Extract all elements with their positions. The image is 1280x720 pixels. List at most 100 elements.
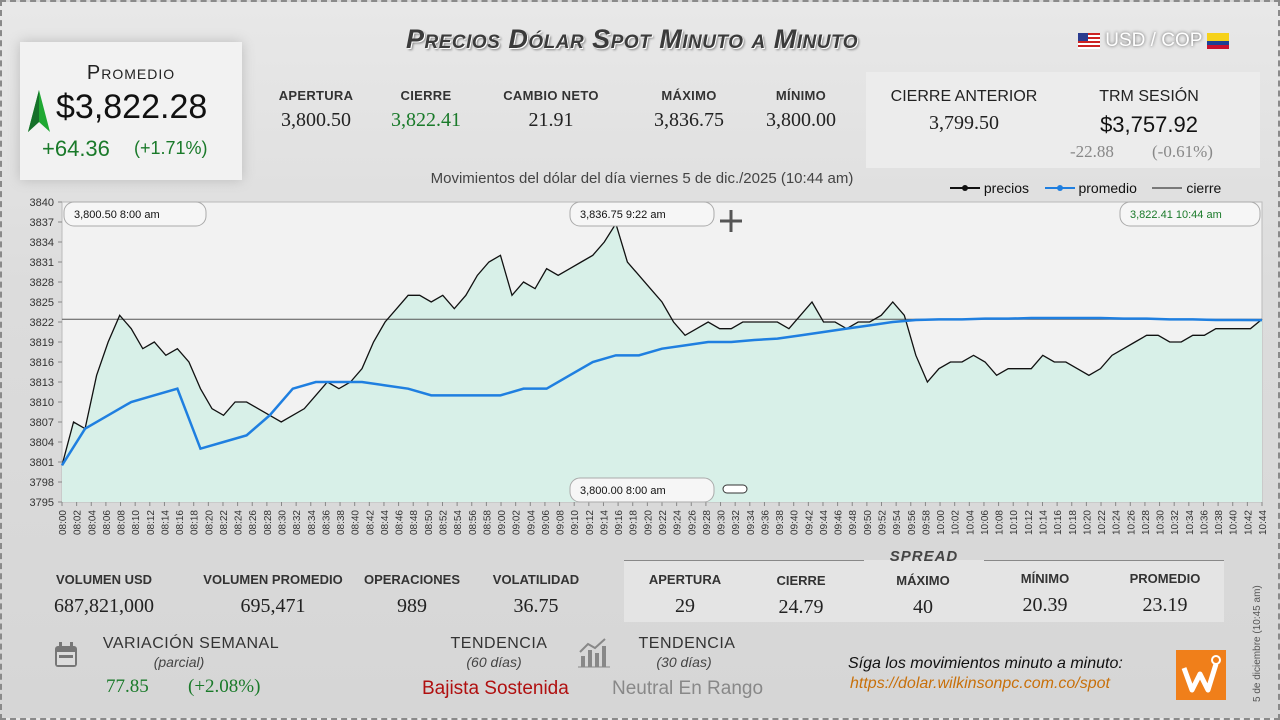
x-tick-label: 09:04 bbox=[526, 510, 537, 535]
x-tick-label: 10:30 bbox=[1156, 510, 1167, 535]
min-annotation-box bbox=[569, 477, 715, 503]
x-tick-label: 08:28 bbox=[263, 510, 274, 535]
x-tick-label: 09:42 bbox=[804, 510, 815, 535]
x-tick-label: 08:44 bbox=[380, 510, 391, 535]
tendencia60-value: Bajista Sostenida bbox=[422, 678, 569, 699]
x-tick-label: 08:18 bbox=[190, 510, 201, 535]
y-tick-label: 3828 bbox=[30, 277, 54, 289]
x-tick-label: 09:34 bbox=[746, 510, 757, 535]
spread-divider-right bbox=[984, 560, 1224, 561]
volumen-promedio: VOLUMEN PROMEDIO 695,471 bbox=[203, 572, 343, 617]
colombia-flag-icon bbox=[1207, 32, 1230, 49]
us-flag-icon bbox=[1078, 32, 1100, 49]
side-note: 5 de diciembre (10:45 am) bbox=[1252, 585, 1263, 702]
x-tick-label: 10:00 bbox=[936, 510, 947, 535]
x-tick-label: 10:14 bbox=[1038, 510, 1049, 535]
legend-precios-swatch bbox=[950, 185, 980, 191]
x-tick-label: 09:56 bbox=[907, 510, 918, 535]
x-tick-label: 09:06 bbox=[541, 510, 552, 535]
trm-change: -22.88 bbox=[1070, 142, 1114, 161]
x-tick-label: 09:40 bbox=[790, 510, 801, 535]
x-tick-label: 09:58 bbox=[921, 510, 932, 535]
x-tick-label: 10:04 bbox=[965, 510, 976, 535]
variacion-label: VARIACIÓN SEMANAL bbox=[102, 635, 280, 652]
tendencia30-label: TENDENCIA bbox=[638, 635, 736, 652]
trm-change-pct: (-0.61%) bbox=[1152, 142, 1213, 161]
calendar-icon bbox=[55, 642, 77, 667]
y-tick-label: 3816 bbox=[30, 357, 54, 369]
x-tick-label: 09:44 bbox=[819, 510, 830, 535]
spread-promedio: PROMEDIO 23.19 bbox=[1129, 571, 1201, 616]
x-tick-label: 09:36 bbox=[760, 510, 771, 535]
x-tick-label: 09:38 bbox=[775, 510, 786, 535]
trm-sesion: TRM SESIÓN $3,757.92 bbox=[1064, 88, 1234, 138]
x-tick-label: 10:18 bbox=[1068, 510, 1079, 535]
x-tick-label: 09:12 bbox=[585, 510, 596, 535]
x-tick-label: 09:20 bbox=[643, 510, 654, 535]
max-annotation-text: 3,836.75 9:22 am bbox=[580, 209, 666, 221]
x-tick-label: 08:30 bbox=[278, 510, 289, 535]
spread-cierre: CIERRE 24.79 bbox=[776, 573, 826, 618]
operaciones: OPERACIONES 989 bbox=[363, 572, 461, 617]
min-annotation-text: 3,800.00 8:00 am bbox=[580, 485, 666, 497]
y-tick-label: 3825 bbox=[30, 297, 54, 309]
x-tick-label: 10:40 bbox=[1229, 510, 1240, 535]
x-tick-label: 09:14 bbox=[599, 510, 610, 535]
x-tick-label: 08:50 bbox=[424, 510, 435, 535]
x-tick-label: 08:26 bbox=[248, 510, 259, 535]
x-tick-label: 08:36 bbox=[321, 510, 332, 535]
site-link[interactable]: https://dolar.wilkinsonpc.com.co/spot bbox=[850, 675, 1110, 692]
y-tick-label: 3804 bbox=[30, 437, 54, 449]
y-tick-label: 3834 bbox=[30, 237, 54, 249]
x-tick-label: 09:46 bbox=[834, 510, 845, 535]
promedio-change-pct: (+1.71%) bbox=[134, 138, 208, 158]
stat-cierre: CIERRE 3,822.41 bbox=[391, 88, 461, 131]
cierre-anterior: CIERRE ANTERIOR 3,799.50 bbox=[890, 88, 1038, 134]
trm-value: $3,757.92 bbox=[1100, 112, 1198, 137]
price-area-fill bbox=[62, 223, 1262, 502]
x-tick-label: 09:30 bbox=[717, 510, 728, 535]
variacion-value: 77.85 bbox=[106, 676, 149, 697]
x-tick-label: 10:32 bbox=[1170, 510, 1181, 535]
spread-divider-left bbox=[624, 560, 864, 561]
x-tick-label: 09:24 bbox=[673, 510, 684, 535]
promedio-panel: Promedio $3,822.28 +64.36 (+1.71%) bbox=[20, 42, 242, 180]
spread-title: SPREAD bbox=[889, 548, 959, 565]
x-tick-label: 08:56 bbox=[468, 510, 479, 535]
average-series-line bbox=[60, 316, 1263, 466]
y-tick-label: 3819 bbox=[30, 337, 54, 349]
tendencia30-value: Neutral En Rango bbox=[612, 678, 764, 699]
chart-subtitle: Movimientos del dólar del día viernes 5 … bbox=[430, 170, 854, 187]
x-tick-label: 10:24 bbox=[1112, 510, 1123, 535]
y-tick-label: 3837 bbox=[30, 217, 54, 229]
wilkinson-logo-icon[interactable] bbox=[1176, 650, 1226, 700]
x-tick-label: 10:12 bbox=[1024, 510, 1035, 535]
tendencia60-sub: (60 días) bbox=[466, 654, 522, 670]
y-tick-label: 3798 bbox=[30, 477, 54, 489]
x-tick-label: 10:26 bbox=[1126, 510, 1137, 535]
chart-legend: precios promedio cierre bbox=[950, 180, 1221, 196]
scroll-handle bbox=[722, 484, 748, 494]
x-tick-label: 10:16 bbox=[1053, 510, 1064, 535]
close-annotation-box bbox=[1119, 201, 1261, 227]
x-tick-label: 08:10 bbox=[131, 510, 142, 535]
x-tick-label: 09:54 bbox=[892, 510, 903, 535]
legend-promedio-swatch bbox=[1044, 185, 1075, 191]
legend-precios: precios bbox=[983, 180, 1030, 196]
x-tick-label: 10:34 bbox=[1185, 510, 1196, 535]
spread-apertura: APERTURA 29 bbox=[648, 572, 722, 617]
spread-maximo: MÁXIMO 40 bbox=[896, 573, 950, 618]
price-chart: 3795 3798 3801 3804 3807 3810 3813 3816 3819 3822… bbox=[30, 198, 1269, 535]
x-tick-label: 08:06 bbox=[102, 510, 113, 535]
open-annotation-text: 3,800.50 8:00 am bbox=[74, 209, 160, 221]
variacion-pct: (+2.08%) bbox=[188, 676, 261, 697]
x-tick-label: 10:38 bbox=[1214, 510, 1225, 535]
x-tick-label: 10:02 bbox=[951, 510, 962, 535]
promedio-change: +64.36 bbox=[42, 136, 110, 161]
x-tick-label: 08:38 bbox=[336, 510, 347, 535]
y-tick-label: 3840 bbox=[30, 198, 54, 209]
x-tick-label: 09:18 bbox=[629, 510, 640, 535]
x-tick-label: 08:34 bbox=[307, 510, 318, 535]
volumen-usd: VOLUMEN USD 687,821,000 bbox=[54, 572, 154, 617]
